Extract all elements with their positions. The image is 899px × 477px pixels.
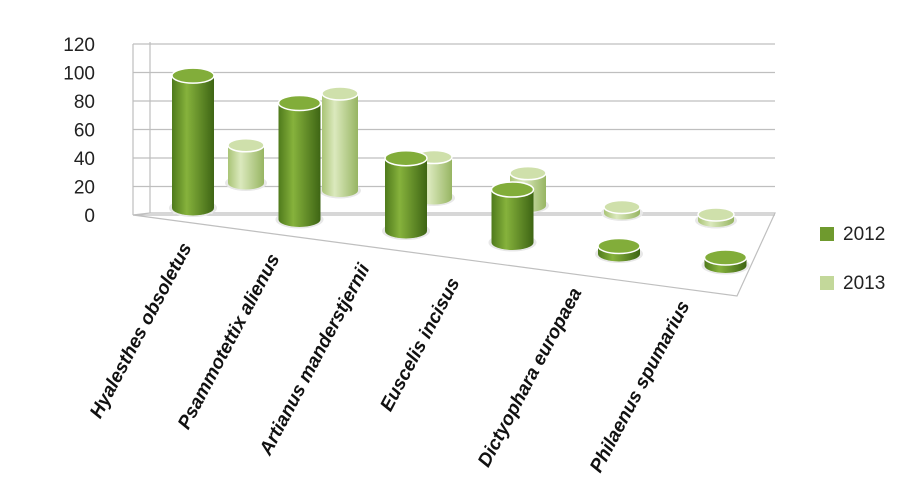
bar-2013-0 — [225, 138, 267, 191]
legend: 2012 2013 — [820, 224, 885, 294]
bar-top — [171, 67, 215, 84]
y-tick-label: 0 — [84, 206, 95, 227]
bar-top — [697, 207, 735, 222]
bar-2012-0 — [169, 67, 217, 217]
bar-top — [703, 249, 748, 266]
bar-2013-4 — [601, 199, 643, 221]
category-label: Artianus manderstjernii — [255, 260, 374, 460]
bars — [169, 67, 750, 275]
bar-top — [603, 199, 641, 215]
legend-label: 2013 — [843, 273, 885, 294]
y-tick-label: 20 — [74, 178, 95, 199]
bar-2013-5 — [695, 207, 737, 229]
y-axis: 0 20 40 60 80 100 120 — [63, 35, 95, 227]
bar-top — [321, 86, 359, 101]
bar-body — [278, 103, 321, 228]
y-tick-label: 100 — [63, 64, 95, 85]
category-label: Euscelis incisus — [376, 274, 464, 414]
bar-body — [491, 189, 534, 251]
bar-2012-1 — [275, 94, 324, 229]
y-tick-label: 40 — [74, 149, 95, 170]
bar-body — [385, 158, 427, 239]
bar-body — [172, 75, 214, 216]
category-label: Psammotettix alienus — [174, 250, 284, 432]
y-tick-label: 80 — [74, 92, 95, 113]
legend-swatch-2012 — [820, 227, 834, 241]
y-tick-label: 120 — [63, 35, 95, 56]
y-tick-label: 60 — [74, 121, 95, 142]
legend-label: 2012 — [843, 224, 885, 245]
bar-top — [509, 165, 547, 181]
floor — [132, 212, 776, 297]
bar-top — [490, 181, 535, 198]
bar-body — [322, 93, 358, 197]
grid — [132, 42, 776, 297]
bar-2012-4 — [595, 237, 643, 263]
bar-top — [277, 94, 322, 112]
bar-2012-2 — [382, 149, 430, 240]
category-label: Dictyophara europaea — [474, 284, 586, 470]
bar-body — [228, 145, 264, 190]
bar-2013-1 — [319, 86, 361, 199]
bar-2012-3 — [488, 181, 537, 252]
legend-swatch-2013 — [820, 276, 834, 290]
category-label: Hyalesthes obsoletus — [86, 239, 196, 421]
category-label: Philaenus spumarius — [586, 297, 694, 476]
bar-2012-5 — [701, 249, 750, 275]
bar-top — [597, 237, 641, 255]
bar-top — [227, 138, 265, 153]
bar-top — [384, 149, 428, 167]
